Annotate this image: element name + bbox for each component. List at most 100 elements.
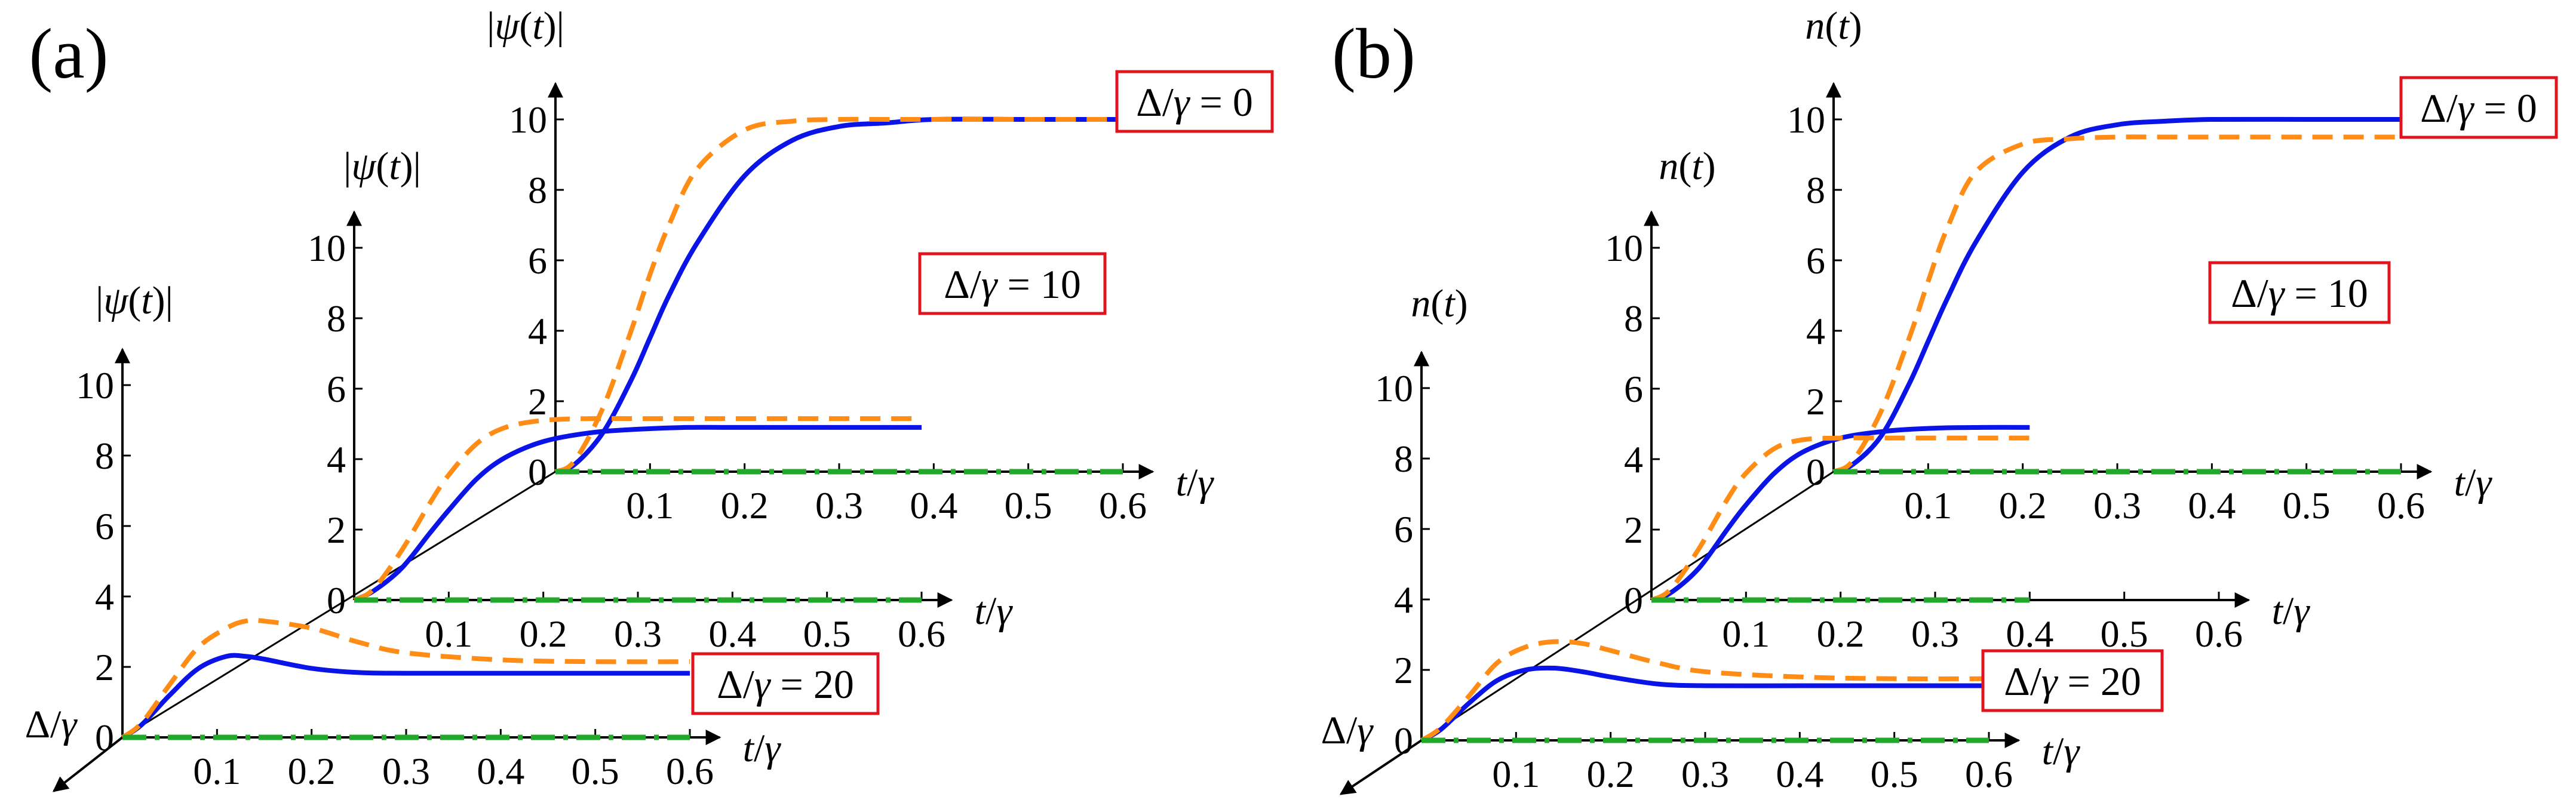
x-tick-label: 0.3 xyxy=(2093,484,2141,527)
y-tick-label: 10 xyxy=(1605,227,1643,269)
x-tick-label: 0.1 xyxy=(193,750,241,792)
y-tick-label: 4 xyxy=(95,576,114,618)
x-tick-label: 0.6 xyxy=(2195,613,2243,655)
y-tick-label: 4 xyxy=(1806,310,1825,352)
x-tick-label: 0.3 xyxy=(614,613,662,655)
y-tick-label: 4 xyxy=(327,438,346,481)
subplot-20: 0 2 4 6 8 10 0.1 0.2 0.3 0.4 0.5 0.6 n(t) t/γ Δ/γ = 20 xyxy=(1375,282,2164,795)
depth-axis-arrow xyxy=(1339,739,1423,795)
y-axis-label: |ψ(t)| xyxy=(487,4,564,48)
y-tick-label: 2 xyxy=(1806,380,1825,423)
x-axis-label: t/γ xyxy=(1176,461,1215,505)
x-tick-label: 0.4 xyxy=(2188,484,2236,527)
x-tick-label: 0.6 xyxy=(1099,484,1147,527)
y-tick-label: 6 xyxy=(1624,368,1643,410)
series-solid xyxy=(353,425,922,602)
panel-label: (b) xyxy=(1332,14,1416,93)
x-tick-label: 0.6 xyxy=(2377,484,2425,527)
x-tick-label: 0.1 xyxy=(1492,753,1540,795)
panel-b: (b) Δ/γ 0 2 4 6 8 10 0.1 0.2 0.3 0.4 0.5 0.6 n(t) t/γ Δ/… xyxy=(1321,4,2558,795)
subplot-label-box xyxy=(2208,261,2391,324)
y-tick-label: 8 xyxy=(1394,438,1413,480)
y-tick-label: 0 xyxy=(327,579,346,622)
y-tick-label: 8 xyxy=(95,435,114,477)
depth-axis-label: Δ/γ xyxy=(1321,709,1374,752)
subplot-label-box xyxy=(1115,70,1274,133)
y-tick-label: 8 xyxy=(1806,169,1825,211)
depth-axis-arrow xyxy=(52,736,124,792)
y-tick-label: 4 xyxy=(1394,579,1413,621)
x-tick-label: 0.5 xyxy=(803,613,851,655)
x-axis-label: t/γ xyxy=(2272,589,2311,633)
subplot-10: 0 2 4 6 8 10 0.1 0.2 0.3 0.4 0.5 0.6 |ψ(t)| t/γ Δ/γ = … xyxy=(308,144,1107,655)
y-tick-label: 4 xyxy=(1624,438,1643,481)
y-tick-label: 4 xyxy=(528,310,547,352)
x-tick-label: 0.4 xyxy=(2006,613,2053,655)
x-tick-label: 0.2 xyxy=(520,613,567,655)
x-tick-label: 0.1 xyxy=(425,613,472,655)
y-axis-label: |ψ(t)| xyxy=(343,144,421,188)
y-axis-label: |ψ(t)| xyxy=(96,279,173,322)
y-tick-label: 0 xyxy=(1624,579,1643,622)
x-tick-label: 0.5 xyxy=(2283,484,2331,527)
x-axis-label: t/γ xyxy=(2042,730,2081,773)
series-dashed xyxy=(554,116,1123,474)
panel-label: (a) xyxy=(29,14,108,93)
y-tick-label: 10 xyxy=(509,99,547,141)
x-tick-label: 0.5 xyxy=(2101,613,2148,655)
x-tick-label: 0.6 xyxy=(666,750,714,792)
x-tick-label: 0.1 xyxy=(626,484,674,527)
series-solid xyxy=(121,653,690,740)
y-tick-label: 6 xyxy=(528,239,547,282)
x-tick-label: 0.3 xyxy=(1681,753,1729,795)
y-tick-label: 2 xyxy=(1394,649,1413,691)
y-tick-label: 8 xyxy=(327,297,346,340)
y-tick-label: 6 xyxy=(327,368,346,410)
depth-axis-line xyxy=(1421,470,1834,742)
x-tick-label: 0.5 xyxy=(572,750,619,792)
x-tick-label: 0.3 xyxy=(382,750,430,792)
x-tick-label: 0.4 xyxy=(910,484,957,527)
subplot-label: Δ/γ = 20 xyxy=(2004,659,2141,704)
x-tick-label: 0.2 xyxy=(1817,613,1865,655)
panel-a: (a) Δ/γ 0 2 4 6 8 10 0.1 0.2 0.3 0.4 0.5 0.6 |ψ(t)| t/γ… xyxy=(25,4,1274,792)
y-tick-label: 0 xyxy=(1806,451,1825,493)
x-tick-label: 0.1 xyxy=(1904,484,1952,527)
x-axis-label: t/γ xyxy=(743,727,782,770)
y-tick-label: 2 xyxy=(327,509,346,551)
subplot-label: Δ/γ = 10 xyxy=(2231,270,2368,316)
x-axis-label: t/γ xyxy=(2454,461,2493,505)
y-tick-label: 10 xyxy=(1787,99,1825,141)
y-tick-label: 0 xyxy=(1394,719,1413,762)
subplot-label: Δ/γ = 0 xyxy=(2420,85,2537,131)
x-tick-label: 0.2 xyxy=(1999,484,2047,527)
x-axis-label: t/γ xyxy=(975,589,1014,633)
y-tick-label: 10 xyxy=(76,364,114,407)
x-tick-label: 0.4 xyxy=(708,613,756,655)
subplot-10: 0 2 4 6 8 10 0.1 0.2 0.3 0.4 0.5 0.6 n(t) t/γ Δ/γ = 10 xyxy=(1605,144,2391,655)
subplot-0: 0 2 4 6 8 10 0.1 0.2 0.3 0.4 0.5 0.6 |ψ(t)| t/γ Δ/γ = … xyxy=(487,4,1274,527)
series-dashed xyxy=(1650,435,2030,602)
x-tick-label: 0.2 xyxy=(1587,753,1635,795)
x-tick-label: 0.5 xyxy=(1005,484,1052,527)
x-tick-label: 0.3 xyxy=(815,484,863,527)
subplot-label: Δ/γ = 20 xyxy=(717,662,854,707)
x-tick-label: 0.5 xyxy=(1871,753,1918,795)
series-solid xyxy=(1650,425,2030,602)
y-tick-label: 6 xyxy=(1394,508,1413,550)
y-tick-label: 10 xyxy=(1375,367,1413,410)
y-axis-label: n(t) xyxy=(1805,4,1862,48)
subplot-label: Δ/γ = 10 xyxy=(944,262,1081,307)
y-tick-label: 2 xyxy=(95,646,114,688)
y-tick-label: 6 xyxy=(1806,239,1825,282)
subplot-0: 0 2 4 6 8 10 0.1 0.2 0.3 0.4 0.5 0.6 n(t) t/γ Δ/γ = 0 xyxy=(1787,4,2558,527)
y-axis-label: n(t) xyxy=(1411,282,1467,325)
x-tick-label: 0.2 xyxy=(721,484,769,527)
y-tick-label: 0 xyxy=(95,716,114,759)
x-tick-label: 0.4 xyxy=(1776,753,1823,795)
subplot-label-box xyxy=(918,252,1107,315)
x-tick-label: 0.2 xyxy=(288,750,336,792)
subplot-label-box xyxy=(691,652,880,715)
x-tick-label: 0.6 xyxy=(898,613,945,655)
